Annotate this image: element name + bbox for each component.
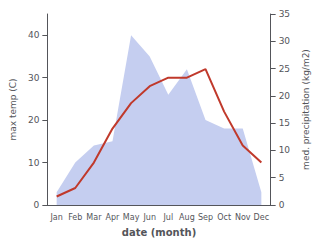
svg-text:max temp (C): max temp (C) xyxy=(8,78,18,140)
svg-text:Aug: Aug xyxy=(179,213,195,222)
svg-text:0: 0 xyxy=(279,200,285,210)
svg-text:Feb: Feb xyxy=(68,213,82,222)
svg-text:Jun: Jun xyxy=(142,213,156,222)
svg-text:Jul: Jul xyxy=(162,213,173,222)
svg-text:5: 5 xyxy=(279,173,285,183)
svg-text:Oct: Oct xyxy=(217,213,231,222)
svg-text:med. precipitation (kg/m2): med. precipitation (kg/m2) xyxy=(301,49,311,170)
svg-text:40: 40 xyxy=(28,30,40,40)
svg-text:0: 0 xyxy=(34,200,40,210)
svg-text:Jan: Jan xyxy=(49,213,62,222)
svg-text:20: 20 xyxy=(28,115,40,125)
svg-text:May: May xyxy=(123,213,140,222)
svg-text:30: 30 xyxy=(28,73,40,83)
svg-text:Nov: Nov xyxy=(235,213,251,222)
svg-text:Dec: Dec xyxy=(254,213,269,222)
svg-text:15: 15 xyxy=(279,118,290,128)
svg-text:Mar: Mar xyxy=(86,213,102,222)
svg-text:25: 25 xyxy=(279,64,290,74)
svg-text:35: 35 xyxy=(279,9,290,19)
svg-text:30: 30 xyxy=(279,36,291,46)
svg-text:10: 10 xyxy=(28,158,40,168)
svg-text:20: 20 xyxy=(279,91,291,101)
svg-text:Apr: Apr xyxy=(106,213,121,222)
svg-text:10: 10 xyxy=(279,145,291,155)
svg-text:Sep: Sep xyxy=(198,213,213,222)
svg-text:date (month): date (month) xyxy=(122,227,196,238)
